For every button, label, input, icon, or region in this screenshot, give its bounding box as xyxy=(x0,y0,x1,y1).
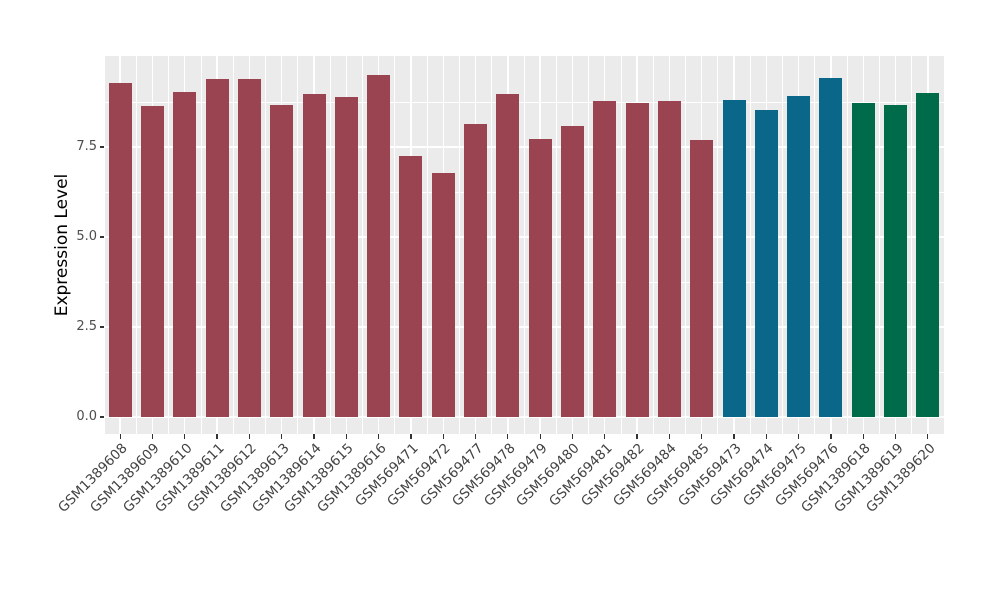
x-tick-mark xyxy=(120,434,121,439)
y-tick-label: 7.5 xyxy=(0,140,97,154)
bar-GSM1389620 xyxy=(916,93,939,417)
x-tick-mark xyxy=(863,434,864,439)
bar-GSM1389613 xyxy=(270,105,293,417)
gridline-major-horizontal xyxy=(104,146,944,147)
x-tick-mark xyxy=(249,434,250,439)
gridline-minor-vertical xyxy=(653,56,654,434)
x-tick-mark xyxy=(669,434,670,439)
gridline-minor-vertical xyxy=(685,56,686,434)
x-tick-mark xyxy=(540,434,541,439)
x-tick-mark xyxy=(701,434,702,439)
y-tick-mark xyxy=(100,326,104,327)
bar-GSM1389612 xyxy=(238,79,261,417)
bar-GSM569478 xyxy=(496,94,519,417)
x-tick-mark xyxy=(798,434,799,439)
x-tick-mark xyxy=(184,434,185,439)
bar-GSM1389611 xyxy=(206,79,229,417)
x-tick-mark xyxy=(604,434,605,439)
bar-GSM1389619 xyxy=(884,105,907,417)
x-tick-mark xyxy=(927,434,928,439)
x-tick-mark xyxy=(572,434,573,439)
bar-GSM569477 xyxy=(464,124,487,417)
gridline-major-horizontal xyxy=(104,236,944,237)
gridline-minor-vertical xyxy=(297,56,298,434)
y-tick-label: 2.5 xyxy=(0,320,97,334)
x-tick-mark xyxy=(152,434,153,439)
y-tick-mark xyxy=(100,416,104,417)
y-tick-mark xyxy=(100,236,104,237)
x-tick-mark xyxy=(895,434,896,439)
bar-GSM569479 xyxy=(529,139,552,417)
y-tick-mark xyxy=(100,146,104,147)
gridline-major-horizontal xyxy=(104,326,944,327)
y-tick-label: 5.0 xyxy=(0,230,97,244)
bar-GSM1389610 xyxy=(173,92,196,417)
gridline-minor-vertical xyxy=(459,56,460,434)
gridline-major-horizontal xyxy=(104,416,944,417)
x-tick-mark xyxy=(410,434,411,439)
gridline-minor-vertical xyxy=(782,56,783,434)
gridline-minor-vertical xyxy=(717,56,718,434)
x-tick-mark xyxy=(733,434,734,439)
bar-GSM569480 xyxy=(561,126,584,417)
x-tick-mark xyxy=(313,434,314,439)
bar-GSM569471 xyxy=(399,156,422,417)
x-tick-mark xyxy=(475,434,476,439)
gridline-minor-vertical xyxy=(556,56,557,434)
bar-GSM569474 xyxy=(755,110,778,417)
gridline-minor-vertical xyxy=(427,56,428,434)
gridline-minor-vertical xyxy=(621,56,622,434)
x-tick-mark xyxy=(346,434,347,439)
gridline-minor-vertical xyxy=(330,56,331,434)
gridline-minor-vertical xyxy=(911,56,912,434)
bar-GSM1389616 xyxy=(367,75,390,417)
x-tick-mark xyxy=(216,434,217,439)
gridline-minor-vertical xyxy=(847,56,848,434)
bar-GSM1389615 xyxy=(335,97,358,417)
gridline-minor-vertical xyxy=(750,56,751,434)
bar-GSM1389609 xyxy=(141,106,164,417)
gridline-minor-vertical xyxy=(879,56,880,434)
bar-GSM569485 xyxy=(690,140,713,417)
gridline-minor-vertical xyxy=(524,56,525,434)
gridline-minor-vertical xyxy=(168,56,169,434)
gridline-minor-vertical xyxy=(362,56,363,434)
x-tick-mark xyxy=(378,434,379,439)
gridline-minor-vertical xyxy=(814,56,815,434)
gridline-minor-vertical xyxy=(491,56,492,434)
gridline-minor-vertical xyxy=(265,56,266,434)
bar-GSM569476 xyxy=(819,78,842,417)
gridline-minor-vertical xyxy=(588,56,589,434)
gridline-minor-vertical xyxy=(233,56,234,434)
plot-panel xyxy=(104,56,944,434)
x-tick-mark xyxy=(507,434,508,439)
x-tick-mark xyxy=(766,434,767,439)
bar-GSM569472 xyxy=(432,173,455,417)
y-tick-label: 0.0 xyxy=(0,410,97,424)
bar-GSM569482 xyxy=(626,103,649,417)
gridline-minor-vertical xyxy=(201,56,202,434)
x-tick-mark xyxy=(281,434,282,439)
x-tick-mark xyxy=(443,434,444,439)
x-tick-mark xyxy=(636,434,637,439)
y-axis-title: Expression Level xyxy=(52,174,72,317)
bar-GSM569473 xyxy=(723,100,746,417)
bar-GSM569484 xyxy=(658,101,681,417)
bar-GSM1389614 xyxy=(303,94,326,417)
bar-GSM1389618 xyxy=(852,103,875,417)
x-tick-mark xyxy=(830,434,831,439)
bar-GSM1389608 xyxy=(109,83,132,417)
bar-GSM569481 xyxy=(593,101,616,417)
gridline-minor-vertical xyxy=(136,56,137,434)
gridline-minor-vertical xyxy=(394,56,395,434)
bar-GSM569475 xyxy=(787,96,810,417)
